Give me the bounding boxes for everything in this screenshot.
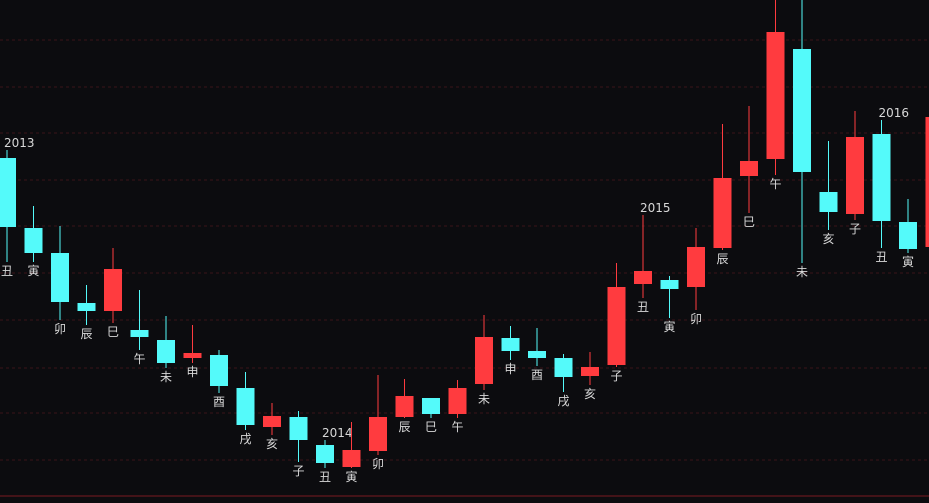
candle-body — [660, 280, 679, 289]
candle-body — [236, 388, 255, 425]
year-label: 2013 — [4, 136, 35, 150]
candle-body — [899, 222, 917, 249]
year-label: 2015 — [640, 201, 671, 215]
period-label: 寅 — [663, 319, 675, 334]
candle-body — [846, 137, 864, 214]
period-label: 亥 — [584, 387, 596, 401]
period-label: 寅 — [345, 469, 357, 484]
period-label: 巳 — [425, 420, 437, 434]
candle-body — [422, 398, 440, 414]
period-label: 巳 — [743, 215, 755, 229]
period-label: 寅 — [27, 263, 39, 278]
candle-body — [157, 340, 175, 363]
period-label: 未 — [796, 265, 808, 279]
period-label: 午 — [451, 420, 463, 434]
candle-body — [713, 178, 732, 248]
candle-body — [793, 49, 811, 172]
period-label: 辰 — [716, 252, 728, 266]
period-label: 酉 — [213, 395, 225, 409]
candle-body — [554, 358, 573, 377]
candle-body — [475, 337, 493, 384]
candle-body — [634, 271, 652, 284]
period-label: 丑 — [875, 250, 887, 264]
candle-body — [51, 253, 69, 302]
candle-body — [263, 416, 281, 427]
period-label: 丑 — [319, 470, 331, 484]
period-label: 未 — [478, 392, 490, 406]
period-label: 卯 — [372, 457, 384, 471]
period-label: 戌 — [239, 432, 251, 446]
period-label: 申 — [504, 362, 516, 376]
period-label: 卯 — [54, 322, 66, 336]
year-label: 2014 — [322, 426, 353, 440]
candle-body — [528, 351, 546, 358]
candle-body — [342, 450, 361, 467]
period-label: 丑 — [1, 264, 13, 278]
candle-body — [501, 338, 520, 351]
candle-body — [925, 117, 929, 247]
period-label: 午 — [133, 352, 145, 366]
period-label: 子 — [292, 464, 304, 478]
period-label: 酉 — [531, 368, 543, 382]
candle-body — [740, 161, 758, 176]
candle-body — [395, 396, 414, 417]
candle-body — [581, 367, 599, 376]
candle-body — [687, 247, 705, 287]
candle-body — [130, 330, 149, 337]
period-label: 戌 — [557, 394, 569, 408]
period-label: 子 — [849, 222, 861, 236]
period-label: 未 — [160, 370, 172, 384]
period-label: 辰 — [80, 327, 92, 341]
candle-body — [819, 192, 838, 212]
period-label: 亥 — [266, 437, 278, 451]
period-label: 寅 — [902, 254, 914, 269]
period-label: 亥 — [822, 232, 834, 246]
period-label: 卯 — [690, 312, 702, 326]
candle-body — [77, 303, 96, 311]
candle-body — [872, 134, 891, 221]
period-label: 午 — [769, 177, 781, 191]
period-label: 子 — [610, 369, 622, 383]
period-label: 巳 — [107, 325, 119, 339]
grid — [0, 39, 929, 497]
candle-body — [448, 388, 467, 414]
candle-body — [104, 269, 122, 311]
candle-body — [210, 355, 228, 386]
period-label: 辰 — [398, 420, 410, 434]
year-label: 2016 — [879, 106, 910, 120]
candle-body — [369, 417, 387, 451]
candle-body — [0, 158, 16, 227]
candle-body — [24, 228, 43, 253]
period-label: 丑 — [637, 300, 649, 314]
candle-body — [316, 445, 334, 463]
period-label: 申 — [186, 365, 198, 379]
candle-body — [766, 32, 785, 159]
candle-body — [289, 417, 308, 440]
candle-body — [607, 287, 626, 365]
candle-body — [183, 353, 202, 358]
